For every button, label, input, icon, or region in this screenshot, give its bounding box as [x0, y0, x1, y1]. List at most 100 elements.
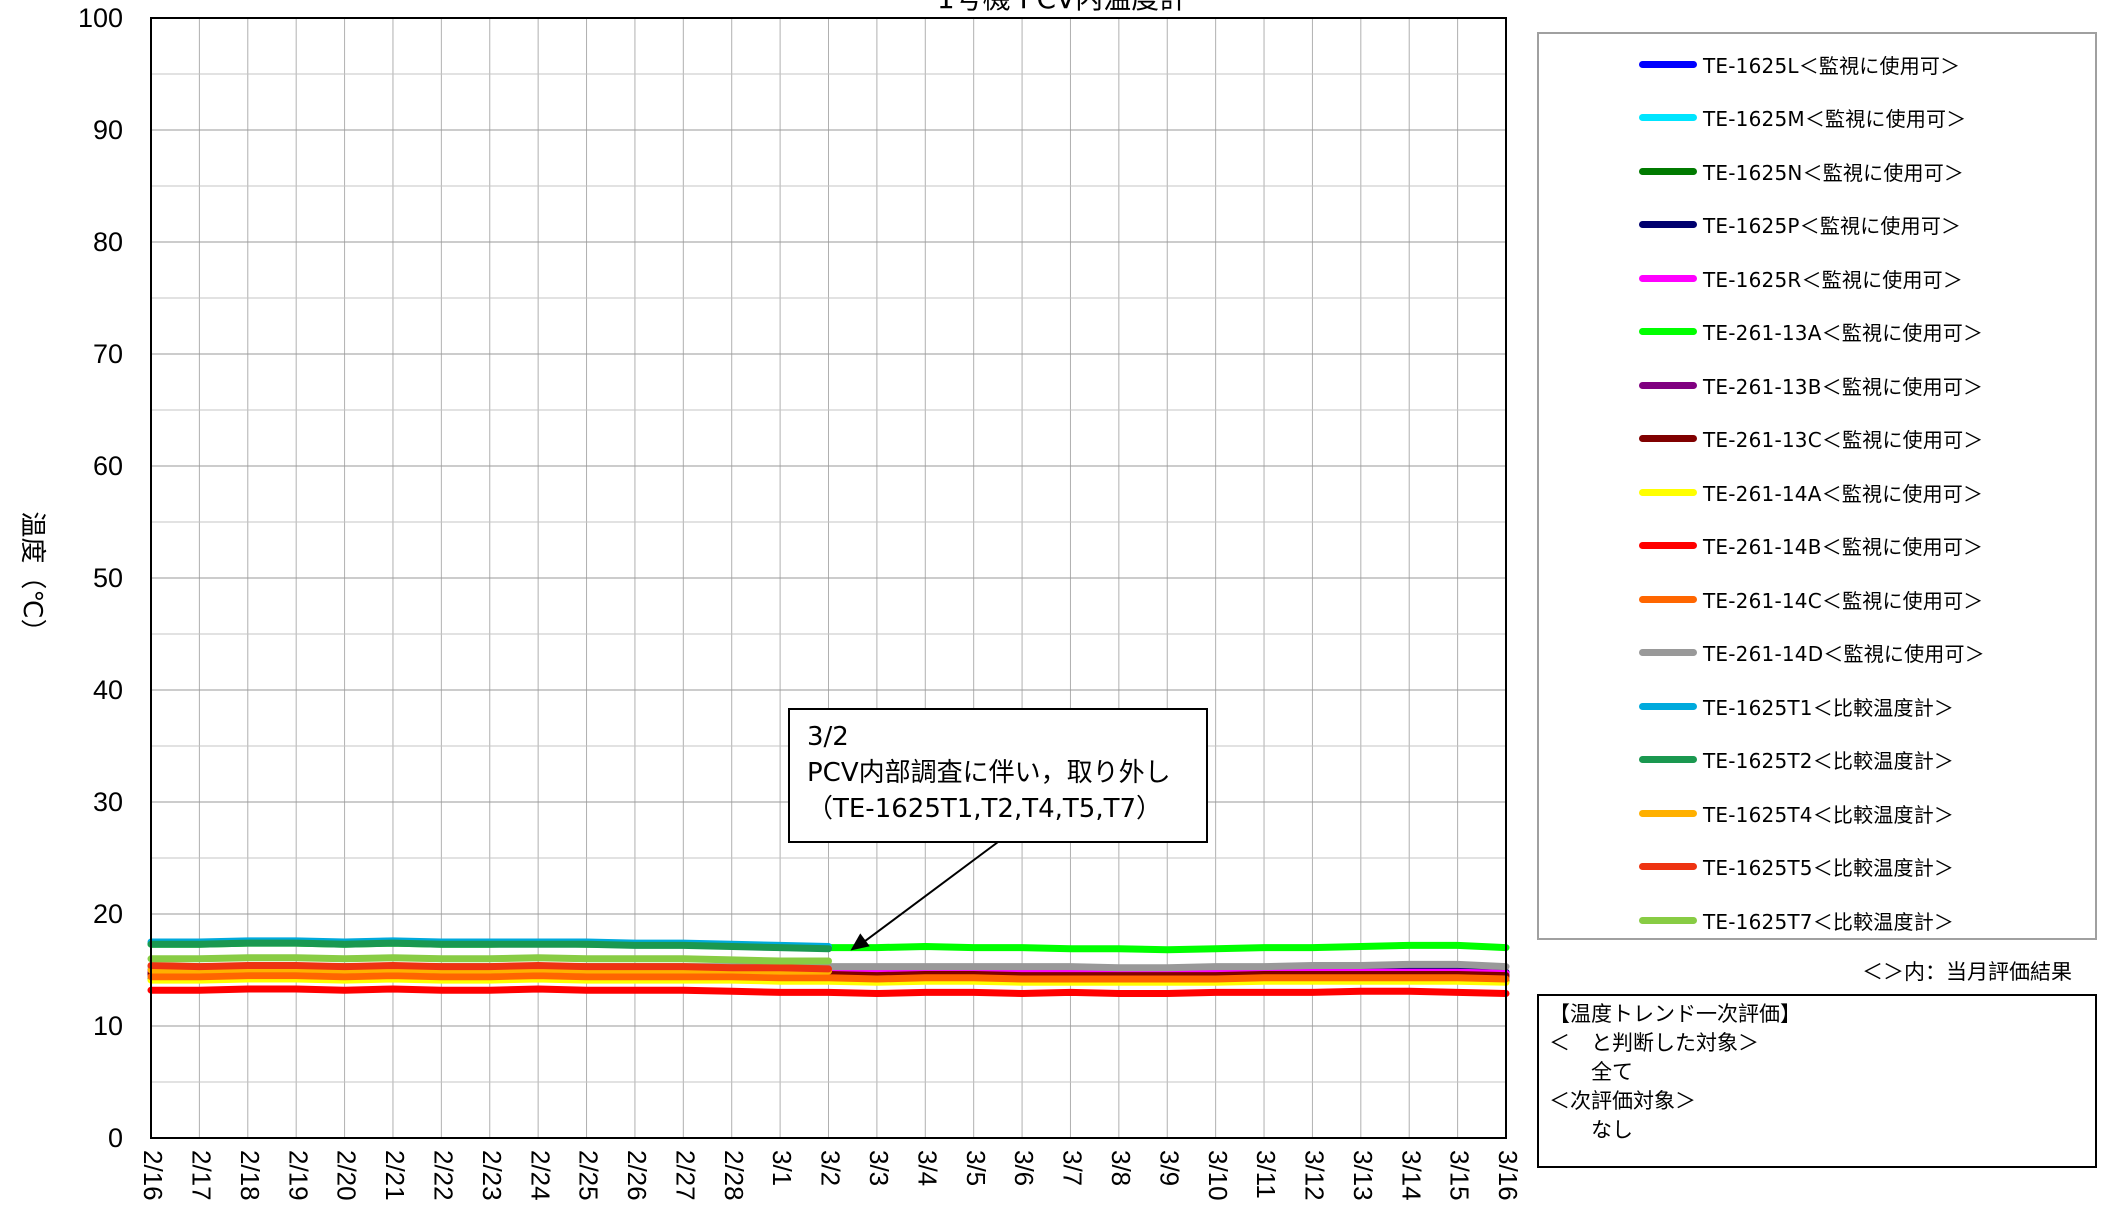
legend-item: TE-1625T7＜比較温度計＞: [1639, 905, 1954, 935]
annotation-text: PCV内部調査に伴い，取り外し: [807, 758, 1171, 788]
annotation-arrowhead: [850, 933, 870, 951]
x-tick-label: 3/9: [1154, 1150, 1184, 1186]
y-tick-label: 50: [93, 563, 123, 593]
x-tick-label: 2/16: [138, 1150, 168, 1201]
legend-label: TE-261-13C＜監視に使用可＞: [1703, 428, 1984, 452]
x-tick-label: 3/1: [767, 1150, 797, 1186]
y-tick-label: 70: [93, 339, 123, 369]
annotation-arrow: [859, 841, 999, 946]
x-tick-label: 3/4: [912, 1150, 942, 1186]
legend-swatch: [1639, 809, 1697, 817]
legend-item: TE-1625T4＜比較温度計＞: [1639, 798, 1954, 828]
x-tick-label: 3/2: [816, 1150, 846, 1186]
legend-item: TE-261-14A＜監視に使用可＞: [1639, 477, 1983, 507]
x-tick-label: 3/5: [961, 1150, 991, 1186]
legend-swatch: [1639, 114, 1697, 121]
series-line: [147, 985, 1510, 997]
x-tick-label: 3/3: [864, 1150, 894, 1186]
evaluation-line: ＜次評価対象＞: [1549, 1089, 1696, 1113]
x-tick-label: 3/10: [1203, 1150, 1233, 1201]
legend-swatch: [1639, 649, 1697, 656]
x-tick-label: 3/13: [1348, 1150, 1378, 1201]
evaluation-line: 【温度トレンド一次評価】: [1549, 1002, 1801, 1026]
series-line: [147, 972, 1510, 983]
annotation-text: （TE-1625T1,T2,T4,T5,T7）: [807, 794, 1162, 824]
legend-item: TE-1625T5＜比較温度計＞: [1639, 852, 1954, 882]
evaluation-line: 全て: [1549, 1060, 1633, 1084]
legend-swatch: [1639, 863, 1697, 870]
legend-label: TE-1625L＜監視に使用可＞: [1703, 53, 1961, 78]
legend-note: ＜＞内：当月評価結果: [1862, 960, 2072, 984]
legend-item: TE-261-14B＜監視に使用可＞: [1639, 531, 1983, 561]
legend-swatch: [1639, 916, 1697, 924]
annotation: 3/2 PCV内部調査に伴い，取り外し （TE-1625T1,T2,T4,T5,T7…: [788, 708, 1208, 951]
legend-label: TE-1625T4＜比較温度計＞: [1703, 802, 1955, 827]
x-tick-label: 2/22: [428, 1150, 458, 1201]
legend-item: TE-1625M＜監視に使用可＞: [1639, 103, 1966, 133]
annotation-text: 3/2: [807, 722, 849, 752]
legend-item: TE-1625R＜監視に使用可＞: [1639, 263, 1963, 293]
x-tick-label: 2/28: [719, 1150, 749, 1201]
y-tick-label: 10: [93, 1011, 123, 1041]
legend-swatch: [1639, 274, 1697, 282]
x-tick-label: 2/26: [622, 1150, 652, 1201]
x-tick-label: 3/14: [1396, 1150, 1426, 1201]
y-tick-label: 90: [93, 115, 123, 145]
x-tick-label: 2/21: [380, 1150, 410, 1201]
legend-label: TE-1625T5＜比較温度計＞: [1703, 856, 1955, 880]
x-tick-label: 3/16: [1493, 1150, 1523, 1201]
legend-swatch: [1639, 702, 1697, 710]
legend-label: TE-1625N＜監視に使用可＞: [1703, 160, 1965, 185]
legend-item: TE-261-14D＜監視に使用可＞: [1639, 638, 1985, 668]
series-line: [147, 939, 832, 953]
legend-label: TE-1625P＜監視に使用可＞: [1703, 214, 1962, 238]
x-tick-label: 3/11: [1251, 1150, 1281, 1199]
x-tick-label: 2/24: [525, 1150, 555, 1201]
legend: TE-1625L＜監視に使用可＞ TE-1625M＜監視に使用可＞ TE-1625N…: [1537, 32, 2097, 940]
legend-item: TE-1625T1＜比較温度計＞: [1639, 691, 1954, 721]
y-tick-label: 100: [78, 3, 123, 33]
legend-item: TE-1625L＜監視に使用可＞: [1639, 49, 1960, 79]
legend-label: TE-1625T2＜比較温度計＞: [1703, 749, 1955, 773]
legend-label: TE-1625T7＜比較温度計＞: [1703, 909, 1955, 934]
legend-swatch: [1639, 595, 1697, 603]
x-tick-label: 2/19: [283, 1150, 313, 1201]
legend-item: TE-261-13A＜監視に使用可＞: [1639, 317, 1983, 347]
legend-swatch: [1639, 542, 1697, 549]
legend-label: TE-261-13B＜監視に使用可＞: [1703, 374, 1984, 399]
chart-title: 1号機 PCV内温度計: [937, 0, 1187, 15]
y-tick-label: 0: [108, 1123, 123, 1153]
x-tick-label: 3/6: [1009, 1150, 1039, 1186]
legend-label: TE-1625R＜監視に使用可＞: [1703, 267, 1964, 292]
legend-label: TE-261-14A＜監視に使用可＞: [1703, 481, 1984, 506]
y-tick-label: 80: [93, 227, 123, 257]
legend-item: TE-1625N＜監視に使用可＞: [1639, 156, 1964, 186]
y-tick-label: 60: [93, 451, 123, 481]
legend-swatch: [1639, 756, 1697, 763]
legend-swatch: [1639, 60, 1697, 68]
legend-swatch: [1639, 435, 1697, 442]
x-tick-label: 2/17: [187, 1150, 217, 1201]
legend-swatch: [1639, 328, 1697, 335]
y-tick-label: 20: [93, 899, 123, 929]
legend-label: TE-261-14B＜監視に使用可＞: [1703, 535, 1984, 559]
x-tick-label: 2/25: [574, 1150, 604, 1201]
legend-item: TE-261-13C＜監視に使用可＞: [1639, 424, 1983, 454]
legend-label: TE-1625M＜監視に使用可＞: [1703, 107, 1967, 131]
legend-swatch: [1639, 221, 1697, 228]
x-tick-label: 2/27: [670, 1150, 700, 1201]
y-axis-label: 温度（℃）: [17, 511, 47, 644]
legend-label: TE-261-14D＜監視に使用可＞: [1703, 642, 1985, 666]
series-line: [147, 954, 832, 965]
x-tick-label: 3/7: [1058, 1150, 1088, 1186]
series-line: [147, 962, 832, 973]
x-tick-label: 2/20: [332, 1150, 362, 1201]
x-tick-label: 3/8: [1106, 1150, 1136, 1186]
evaluation-line: ＜ と判断した対象＞: [1549, 1031, 1759, 1055]
legend-swatch: [1639, 381, 1697, 389]
legend-label: TE-261-13A＜監視に使用可＞: [1703, 321, 1984, 345]
evaluation-line: なし: [1549, 1118, 1633, 1142]
series-lines: [147, 937, 1510, 997]
legend-item: TE-1625P＜監視に使用可＞: [1639, 210, 1961, 240]
